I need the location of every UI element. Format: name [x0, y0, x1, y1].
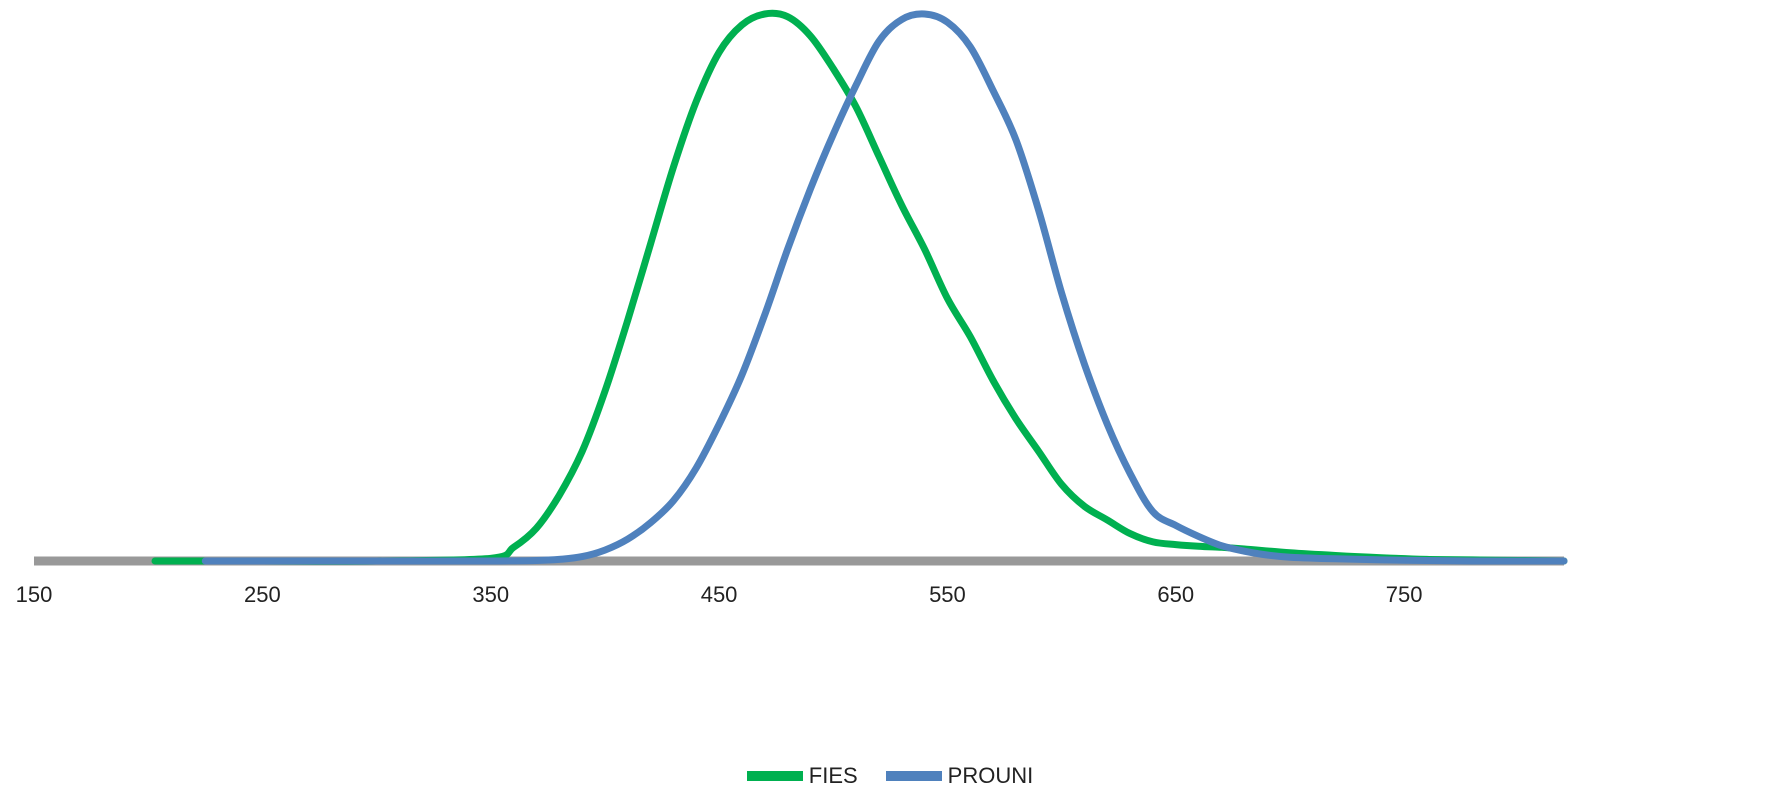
x-axis-tick-labels: 150 250 350 450 550 650 750: [16, 582, 1423, 607]
legend-label-prouni: PROUNI: [947, 763, 1034, 788]
legend-item-fies: FIES: [746, 763, 858, 789]
legend-swatch-prouni: [885, 771, 942, 781]
x-tick-label-450: 450: [701, 582, 738, 607]
x-tick-label-150: 150: [16, 582, 53, 607]
x-tick-label-250: 250: [244, 582, 281, 607]
x-tick-label-350: 350: [472, 582, 509, 607]
legend: FIES PROUNI: [0, 763, 1780, 789]
x-tick-label-550: 550: [929, 582, 966, 607]
x-tick-label-650: 650: [1157, 582, 1194, 607]
legend-label-fies: FIES: [808, 763, 858, 788]
series-line-fies: [151, 9, 1568, 565]
plot-area: [34, 9, 1568, 566]
legend-item-prouni: PROUNI: [885, 763, 1034, 789]
series-line-prouni: [201, 10, 1568, 565]
x-tick-label-750: 750: [1386, 582, 1423, 607]
legend-swatch-fies: [746, 771, 803, 781]
